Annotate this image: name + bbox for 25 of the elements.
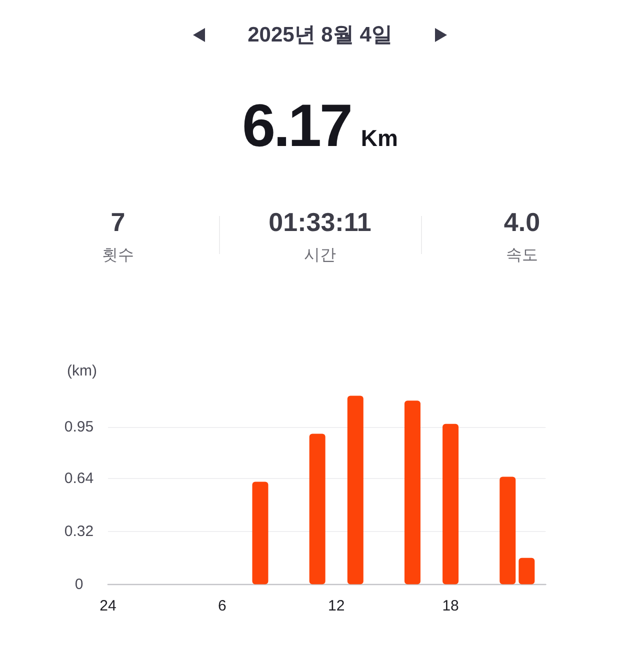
text: 01:33:11 bbox=[268, 207, 372, 237]
y-tick-label: 0.32 bbox=[64, 522, 94, 540]
text: 2025년 8월 4일 bbox=[248, 24, 392, 46]
x-tick-label: 12 bbox=[328, 597, 345, 614]
x-tick-label: 24 bbox=[100, 597, 116, 614]
bar bbox=[518, 558, 535, 584]
text: Km bbox=[360, 125, 398, 151]
bar bbox=[252, 482, 268, 584]
text: 속도 bbox=[506, 247, 538, 264]
x-tick-label: 6 bbox=[218, 597, 226, 614]
text: 6.17 bbox=[242, 92, 351, 159]
bar bbox=[500, 476, 516, 584]
bar bbox=[347, 396, 364, 584]
text: 시간 bbox=[304, 247, 336, 264]
x-tick-label: 18 bbox=[442, 597, 459, 614]
bar bbox=[404, 400, 420, 584]
bar bbox=[442, 424, 459, 584]
y-tick-label: 0.95 bbox=[64, 418, 94, 436]
text: 7 bbox=[110, 207, 126, 237]
text: 4.0 bbox=[504, 207, 540, 237]
text: 횟수 bbox=[102, 247, 134, 264]
y-tick-label: 0.64 bbox=[64, 470, 94, 487]
y-tick-label: 0 bbox=[74, 576, 84, 593]
bar bbox=[309, 434, 326, 584]
y-axis-title: (km) bbox=[67, 362, 97, 380]
